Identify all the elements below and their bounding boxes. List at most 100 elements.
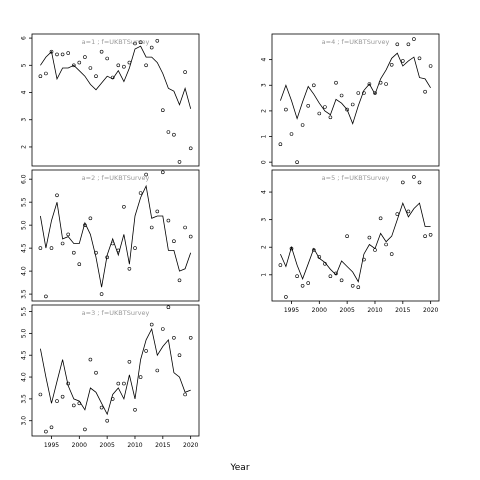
observed-point [423, 89, 427, 94]
x-tick-label: 2015 [155, 442, 170, 449]
y-tick-label: 5 [21, 63, 28, 67]
observed-point [83, 223, 87, 227]
observed-point [384, 242, 388, 247]
panel-a4: a=4 ; f=UKBTSurvey 0 1 2 3 4 [261, 33, 440, 167]
observed-point [188, 234, 193, 239]
observed-point [99, 49, 104, 54]
observed-point [144, 349, 148, 353]
observed-point [350, 283, 355, 288]
observed-point [428, 64, 433, 68]
panel-a1: a=1 ; f=UKBTSurvey 2 3 4 5 6 [21, 33, 200, 167]
observed-point [183, 225, 187, 230]
observed-point [300, 283, 305, 288]
observed-point [289, 246, 294, 251]
strip-label-a1: a=1 ; f=UKBTSurvey [82, 38, 150, 46]
observed-point [60, 394, 65, 399]
observed-point [116, 381, 121, 386]
observed-point [72, 403, 76, 408]
observed-point [83, 427, 87, 432]
observed-point [356, 91, 361, 95]
observed-point [172, 239, 176, 243]
y-tick-label: 2 [261, 109, 268, 113]
observed-point [99, 292, 104, 296]
observed-point [166, 305, 171, 310]
panel-a2: a=2 ; f=UKBTSurvey 3.5 4.0 4.5 5.0 5.5 6.0 [21, 169, 200, 302]
observed-point [373, 91, 377, 95]
y-tick-label: 1 [261, 134, 268, 138]
observed-point [417, 56, 422, 61]
observed-point [339, 278, 344, 283]
observed-point [72, 63, 76, 68]
observed-point [138, 40, 143, 45]
observed-point [295, 274, 299, 279]
observed-point [177, 278, 182, 283]
panel-frame [271, 169, 440, 302]
observed-point [278, 263, 283, 267]
x-axis-title: Year [229, 463, 249, 473]
y-tick-label: 5.5 [21, 307, 28, 317]
observed-point [177, 353, 182, 358]
observed-point [395, 42, 400, 47]
y-tick-label: 0 [261, 160, 268, 164]
observed-point [149, 322, 154, 327]
y-tick-label: 3.5 [21, 394, 28, 404]
observed-point [55, 52, 59, 57]
observed-point [88, 216, 93, 221]
fitted-line [40, 327, 191, 416]
observed-point [77, 262, 82, 267]
observed-point [300, 123, 305, 127]
observed-point [88, 66, 93, 70]
y-tick-label: 5.0 [21, 328, 28, 338]
x-tick-label: 2020 [423, 307, 438, 314]
observed-point [110, 75, 115, 80]
y-tick-label: 4 [261, 58, 268, 62]
observed-point [367, 235, 372, 240]
observed-point [44, 429, 48, 434]
y-tick-label: 1 [261, 273, 268, 277]
observed-point [423, 234, 427, 238]
y-tick-label: 5.5 [21, 197, 28, 207]
y-tick-label: 4.5 [21, 243, 28, 253]
observed-point [44, 71, 48, 76]
observed-point [166, 130, 171, 134]
observed-point [133, 246, 137, 250]
observed-point [306, 281, 311, 285]
observed-point [66, 381, 70, 386]
observed-point [60, 241, 65, 246]
y-tick-label: 2 [261, 245, 268, 249]
observed-point [172, 335, 176, 340]
fitted-line [40, 45, 192, 109]
observed-point [295, 160, 299, 164]
observed-point [362, 91, 366, 95]
observed-point [161, 327, 165, 331]
observed-point [161, 170, 165, 175]
observed-point [378, 216, 383, 221]
observed-point [412, 37, 416, 41]
observed-point [350, 102, 355, 107]
x-tick-label: 2015 [395, 307, 410, 314]
observed-point [389, 63, 394, 67]
strip-label-a3: a=3 ; f=UKBTSurvey [82, 309, 150, 317]
observed-point [66, 51, 70, 55]
y-tick-label: 6.0 [21, 174, 28, 184]
observed-point [83, 55, 87, 59]
observed-point [317, 255, 322, 259]
y-tick-label: 2 [21, 145, 28, 149]
observed-point [110, 241, 115, 246]
observed-point [334, 80, 338, 85]
x-tick-label: 2005 [340, 307, 355, 314]
observed-point [94, 250, 98, 255]
y-tick-label: 4.0 [21, 372, 28, 382]
y-tick-label: 3 [261, 218, 268, 222]
observed-point [105, 56, 109, 61]
observed-point [44, 294, 48, 299]
observed-point [60, 52, 65, 57]
observed-point [406, 42, 411, 47]
observed-point [188, 335, 193, 340]
observed-point [72, 250, 76, 255]
observed-point [133, 41, 137, 46]
y-tick-label: 4 [21, 90, 28, 94]
observed-point [144, 63, 148, 68]
observed-point [110, 397, 115, 401]
